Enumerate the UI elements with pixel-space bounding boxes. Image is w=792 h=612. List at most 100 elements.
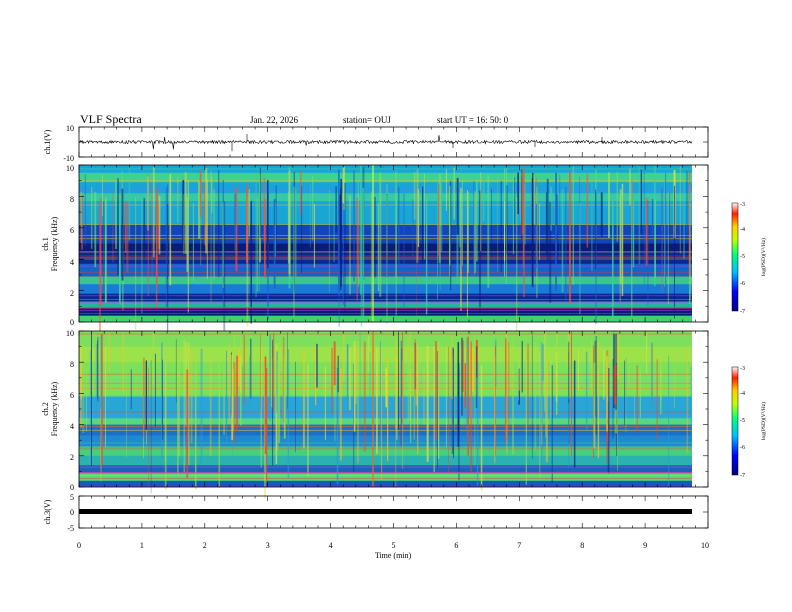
spectro-streak	[167, 184, 168, 280]
spectro-streak	[508, 341, 510, 437]
spectro-streak	[400, 340, 402, 446]
spectro-streak	[248, 189, 250, 237]
spectro-streak	[121, 188, 124, 281]
spectro-streak	[190, 350, 193, 444]
spectro-streak	[402, 360, 404, 469]
spectro-streak	[307, 363, 309, 477]
spectro-empty	[692, 331, 708, 487]
spectro-streak	[333, 195, 335, 262]
spectro-streak	[415, 182, 417, 316]
spectro-streak	[546, 178, 549, 261]
spectro-streak	[410, 369, 412, 443]
spectro-streak	[273, 199, 276, 289]
ch1-ytick-8: 8	[70, 195, 74, 204]
ch2-spec-ylabel-1: ch.2	[41, 402, 50, 416]
spectro-streak	[122, 333, 124, 392]
spectro-streak	[395, 337, 397, 429]
spectro-streak	[169, 174, 172, 286]
spectro-streak	[616, 171, 618, 242]
spectro-streak	[505, 167, 507, 284]
spectro-streak	[450, 336, 453, 399]
spectro-streak	[155, 192, 158, 307]
spectro-streak	[551, 365, 553, 483]
ch1-cb-label: log(PSD)(V²/Hz)	[760, 238, 767, 276]
spectro-line	[79, 271, 692, 273]
spectro-streak	[186, 196, 189, 272]
spectro-line	[79, 276, 692, 278]
spectro-streak	[303, 350, 305, 449]
spectro-streak	[606, 355, 608, 432]
spectro-event	[372, 331, 374, 487]
spectro-streak	[473, 195, 475, 276]
ch2-ytick-10: 10	[66, 329, 74, 338]
spectro-streak	[182, 180, 185, 244]
spectro-streak	[147, 176, 149, 231]
spectro-line	[79, 302, 692, 303]
spectro-streak	[619, 189, 622, 284]
spectro-streak	[135, 197, 137, 330]
spectro-streak	[494, 356, 496, 464]
spectro-streak	[105, 346, 106, 447]
spectro-streak	[527, 343, 529, 425]
spectro-streak	[183, 340, 186, 473]
spectro-streak	[617, 358, 618, 471]
spectro-streak	[282, 336, 285, 423]
spectro-streak	[686, 171, 688, 233]
spectro-streak	[647, 200, 649, 306]
spectro-line	[79, 299, 692, 300]
spectro-streak	[177, 176, 179, 224]
spectro-line	[79, 425, 692, 427]
spectro-streak	[679, 166, 681, 254]
spectro-streak	[119, 203, 121, 302]
spectro-streak	[569, 171, 571, 303]
spectro-streak	[476, 362, 479, 486]
ch1-ytick-0: 0	[70, 318, 74, 327]
spectro-streak	[416, 169, 419, 263]
spectro-line	[79, 224, 692, 225]
spectro-streak	[458, 362, 460, 442]
spectro-streak	[264, 356, 267, 454]
spectro-streak	[355, 353, 357, 404]
spectro-streak	[374, 196, 376, 278]
xtick-9: 9	[643, 541, 647, 550]
spectro-streak	[617, 334, 619, 379]
spectro-streak	[523, 166, 525, 297]
spectro-streak	[449, 186, 451, 266]
spectro-streak	[283, 357, 286, 439]
spectro-streak	[102, 174, 103, 216]
plot-title: VLF Spectra	[80, 112, 142, 126]
spectro-streak	[288, 170, 291, 274]
spectro-streak	[250, 338, 252, 399]
spectro-streak	[278, 342, 281, 443]
spectro-streak	[632, 201, 635, 268]
spectro-streak	[353, 341, 356, 432]
spectro-streak	[549, 201, 552, 303]
spectro-streak	[603, 350, 605, 400]
ch1-waveform-panel: 10 -10 ch.1(V)	[43, 124, 709, 163]
spectro-line	[79, 448, 692, 450]
spectro-line	[79, 320, 692, 322]
spectro-streak	[363, 341, 366, 452]
spectro-streak	[466, 190, 468, 317]
ch2-spectrogram	[79, 331, 708, 499]
spectro-streak	[614, 365, 617, 405]
spectro-streak	[275, 185, 277, 259]
spectro-streak	[668, 192, 670, 256]
spectro-streak	[353, 170, 355, 282]
spectro-streak	[104, 198, 107, 303]
spectro-streak	[440, 179, 443, 252]
spectro-streak	[218, 364, 220, 488]
spectro-streak	[473, 181, 475, 275]
spectro-streak	[150, 360, 152, 494]
spectro-band	[79, 172, 692, 183]
spectro-streak	[338, 355, 340, 430]
spectro-streak	[459, 202, 461, 248]
spectro-line	[79, 310, 692, 311]
spectro-streak	[625, 349, 627, 433]
spectro-streak	[370, 191, 372, 319]
spectro-streak	[147, 174, 149, 296]
spectro-streak	[624, 360, 625, 425]
spectro-streak	[415, 342, 418, 406]
spectro-streak	[520, 176, 523, 235]
spectro-streak	[643, 172, 645, 284]
